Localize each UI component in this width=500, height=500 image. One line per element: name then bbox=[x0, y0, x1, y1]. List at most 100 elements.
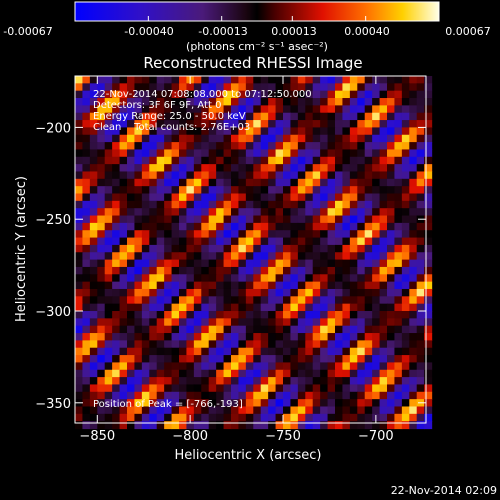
heatmap-cell bbox=[387, 90, 396, 99]
heatmap-cell bbox=[312, 156, 321, 165]
heatmap-cell bbox=[424, 369, 433, 378]
heatmap-cell bbox=[223, 105, 232, 114]
heatmap-cell bbox=[320, 142, 329, 151]
y-tick-label: −250 bbox=[35, 213, 71, 228]
heatmap-cell bbox=[342, 311, 351, 319]
heatmap-cell bbox=[320, 333, 329, 341]
heatmap-cell bbox=[104, 142, 113, 151]
heatmap-cell bbox=[297, 105, 306, 114]
heatmap-cell bbox=[171, 76, 180, 84]
heatmap-cell bbox=[290, 127, 299, 136]
heatmap-cell bbox=[260, 384, 269, 393]
heatmap-cell bbox=[141, 296, 150, 305]
heatmap-cell bbox=[297, 399, 306, 408]
heatmap-cell bbox=[216, 259, 225, 268]
heatmap-cell bbox=[401, 222, 410, 231]
heatmap-cell bbox=[275, 369, 284, 378]
heatmap-cell bbox=[409, 303, 418, 312]
heatmap-cell bbox=[305, 303, 314, 312]
heatmap-cell bbox=[216, 413, 225, 422]
heatmap-cell bbox=[416, 98, 425, 106]
heatmap-cell bbox=[231, 355, 240, 364]
heatmap-cell bbox=[275, 384, 284, 393]
heatmap-cell bbox=[364, 76, 373, 84]
heatmap-cell bbox=[104, 377, 113, 386]
heatmap-cell bbox=[349, 156, 358, 165]
heatmap-cell bbox=[283, 274, 292, 283]
heatmap-cell bbox=[149, 406, 158, 415]
heatmap-cell bbox=[312, 244, 321, 253]
heatmap-cell bbox=[342, 208, 351, 217]
heatmap-cell bbox=[283, 237, 292, 246]
heatmap-cell bbox=[364, 355, 373, 364]
heatmap-cell bbox=[312, 266, 321, 275]
heatmap-cell bbox=[394, 105, 403, 114]
heatmap-cell bbox=[357, 215, 366, 224]
heatmap-cell bbox=[416, 134, 425, 143]
heatmap-cell bbox=[112, 281, 121, 290]
heatmap-cell bbox=[424, 222, 433, 231]
heatmap-cell bbox=[97, 252, 106, 261]
heatmap-cell bbox=[186, 340, 195, 349]
heatmap-cell bbox=[193, 333, 202, 341]
heatmap-cell bbox=[164, 193, 173, 202]
heatmap-cell bbox=[320, 164, 329, 173]
heatmap-cell bbox=[127, 303, 136, 312]
heatmap-cell bbox=[164, 134, 173, 143]
heatmap-cell bbox=[372, 384, 381, 393]
heatmap-cell bbox=[89, 384, 98, 393]
heatmap-cell bbox=[104, 384, 113, 393]
heatmap-cell bbox=[97, 149, 106, 158]
heatmap-cell bbox=[82, 296, 91, 305]
heatmap-cell bbox=[320, 134, 329, 143]
heatmap-cell bbox=[156, 311, 165, 319]
heatmap-cell bbox=[141, 288, 150, 297]
heatmap-cell bbox=[141, 311, 150, 319]
heatmap-cell bbox=[275, 296, 284, 305]
heatmap-cell bbox=[164, 288, 173, 297]
heatmap-cell bbox=[112, 362, 121, 371]
heatmap-cell bbox=[127, 340, 136, 349]
heatmap-cell bbox=[342, 362, 351, 371]
heatmap-cell bbox=[283, 399, 292, 408]
heatmap-cell bbox=[104, 76, 113, 84]
heatmap-cell bbox=[208, 76, 217, 84]
heatmap-cell bbox=[193, 171, 202, 180]
heatmap-cell bbox=[416, 76, 425, 84]
heatmap-cell bbox=[357, 259, 366, 268]
heatmap-cell bbox=[216, 200, 225, 209]
heatmap-cell bbox=[238, 127, 247, 136]
heatmap-cell bbox=[379, 244, 388, 253]
heatmap-cell bbox=[327, 391, 336, 400]
heatmap-cell bbox=[297, 413, 306, 422]
heatmap-cell bbox=[216, 222, 225, 231]
heatmap-cell bbox=[409, 193, 418, 202]
heatmap-cell bbox=[387, 318, 396, 327]
heatmap-cell bbox=[327, 362, 336, 371]
heatmap-cell bbox=[186, 362, 195, 371]
heatmap-cell bbox=[156, 120, 165, 128]
heatmap-cell bbox=[283, 421, 292, 430]
colorbar-unit-label: (photons cm⁻² s⁻¹ asec⁻²) bbox=[186, 40, 328, 53]
heatmap-cell bbox=[231, 244, 240, 253]
heatmap-cell bbox=[342, 421, 351, 430]
heatmap-cell bbox=[357, 134, 366, 143]
heatmap-cell bbox=[112, 171, 121, 180]
heatmap-cell bbox=[342, 186, 351, 195]
heatmap-cell bbox=[342, 303, 351, 312]
heatmap-cell bbox=[238, 333, 247, 341]
heatmap-cell bbox=[171, 384, 180, 393]
heatmap-cell bbox=[119, 266, 128, 275]
heatmap-cell bbox=[268, 127, 277, 136]
heatmap-cell bbox=[164, 120, 173, 128]
heatmap-cell bbox=[424, 134, 433, 143]
heatmap-cell bbox=[312, 252, 321, 261]
heatmap-cell bbox=[275, 259, 284, 268]
heatmap-cell bbox=[416, 120, 425, 128]
heatmap-cell bbox=[416, 303, 425, 312]
heatmap-cell bbox=[89, 421, 98, 430]
heatmap-cell bbox=[387, 171, 396, 180]
heatmap-cell bbox=[245, 134, 254, 143]
heatmap-cell bbox=[394, 83, 403, 92]
heatmap-cell bbox=[179, 105, 188, 114]
